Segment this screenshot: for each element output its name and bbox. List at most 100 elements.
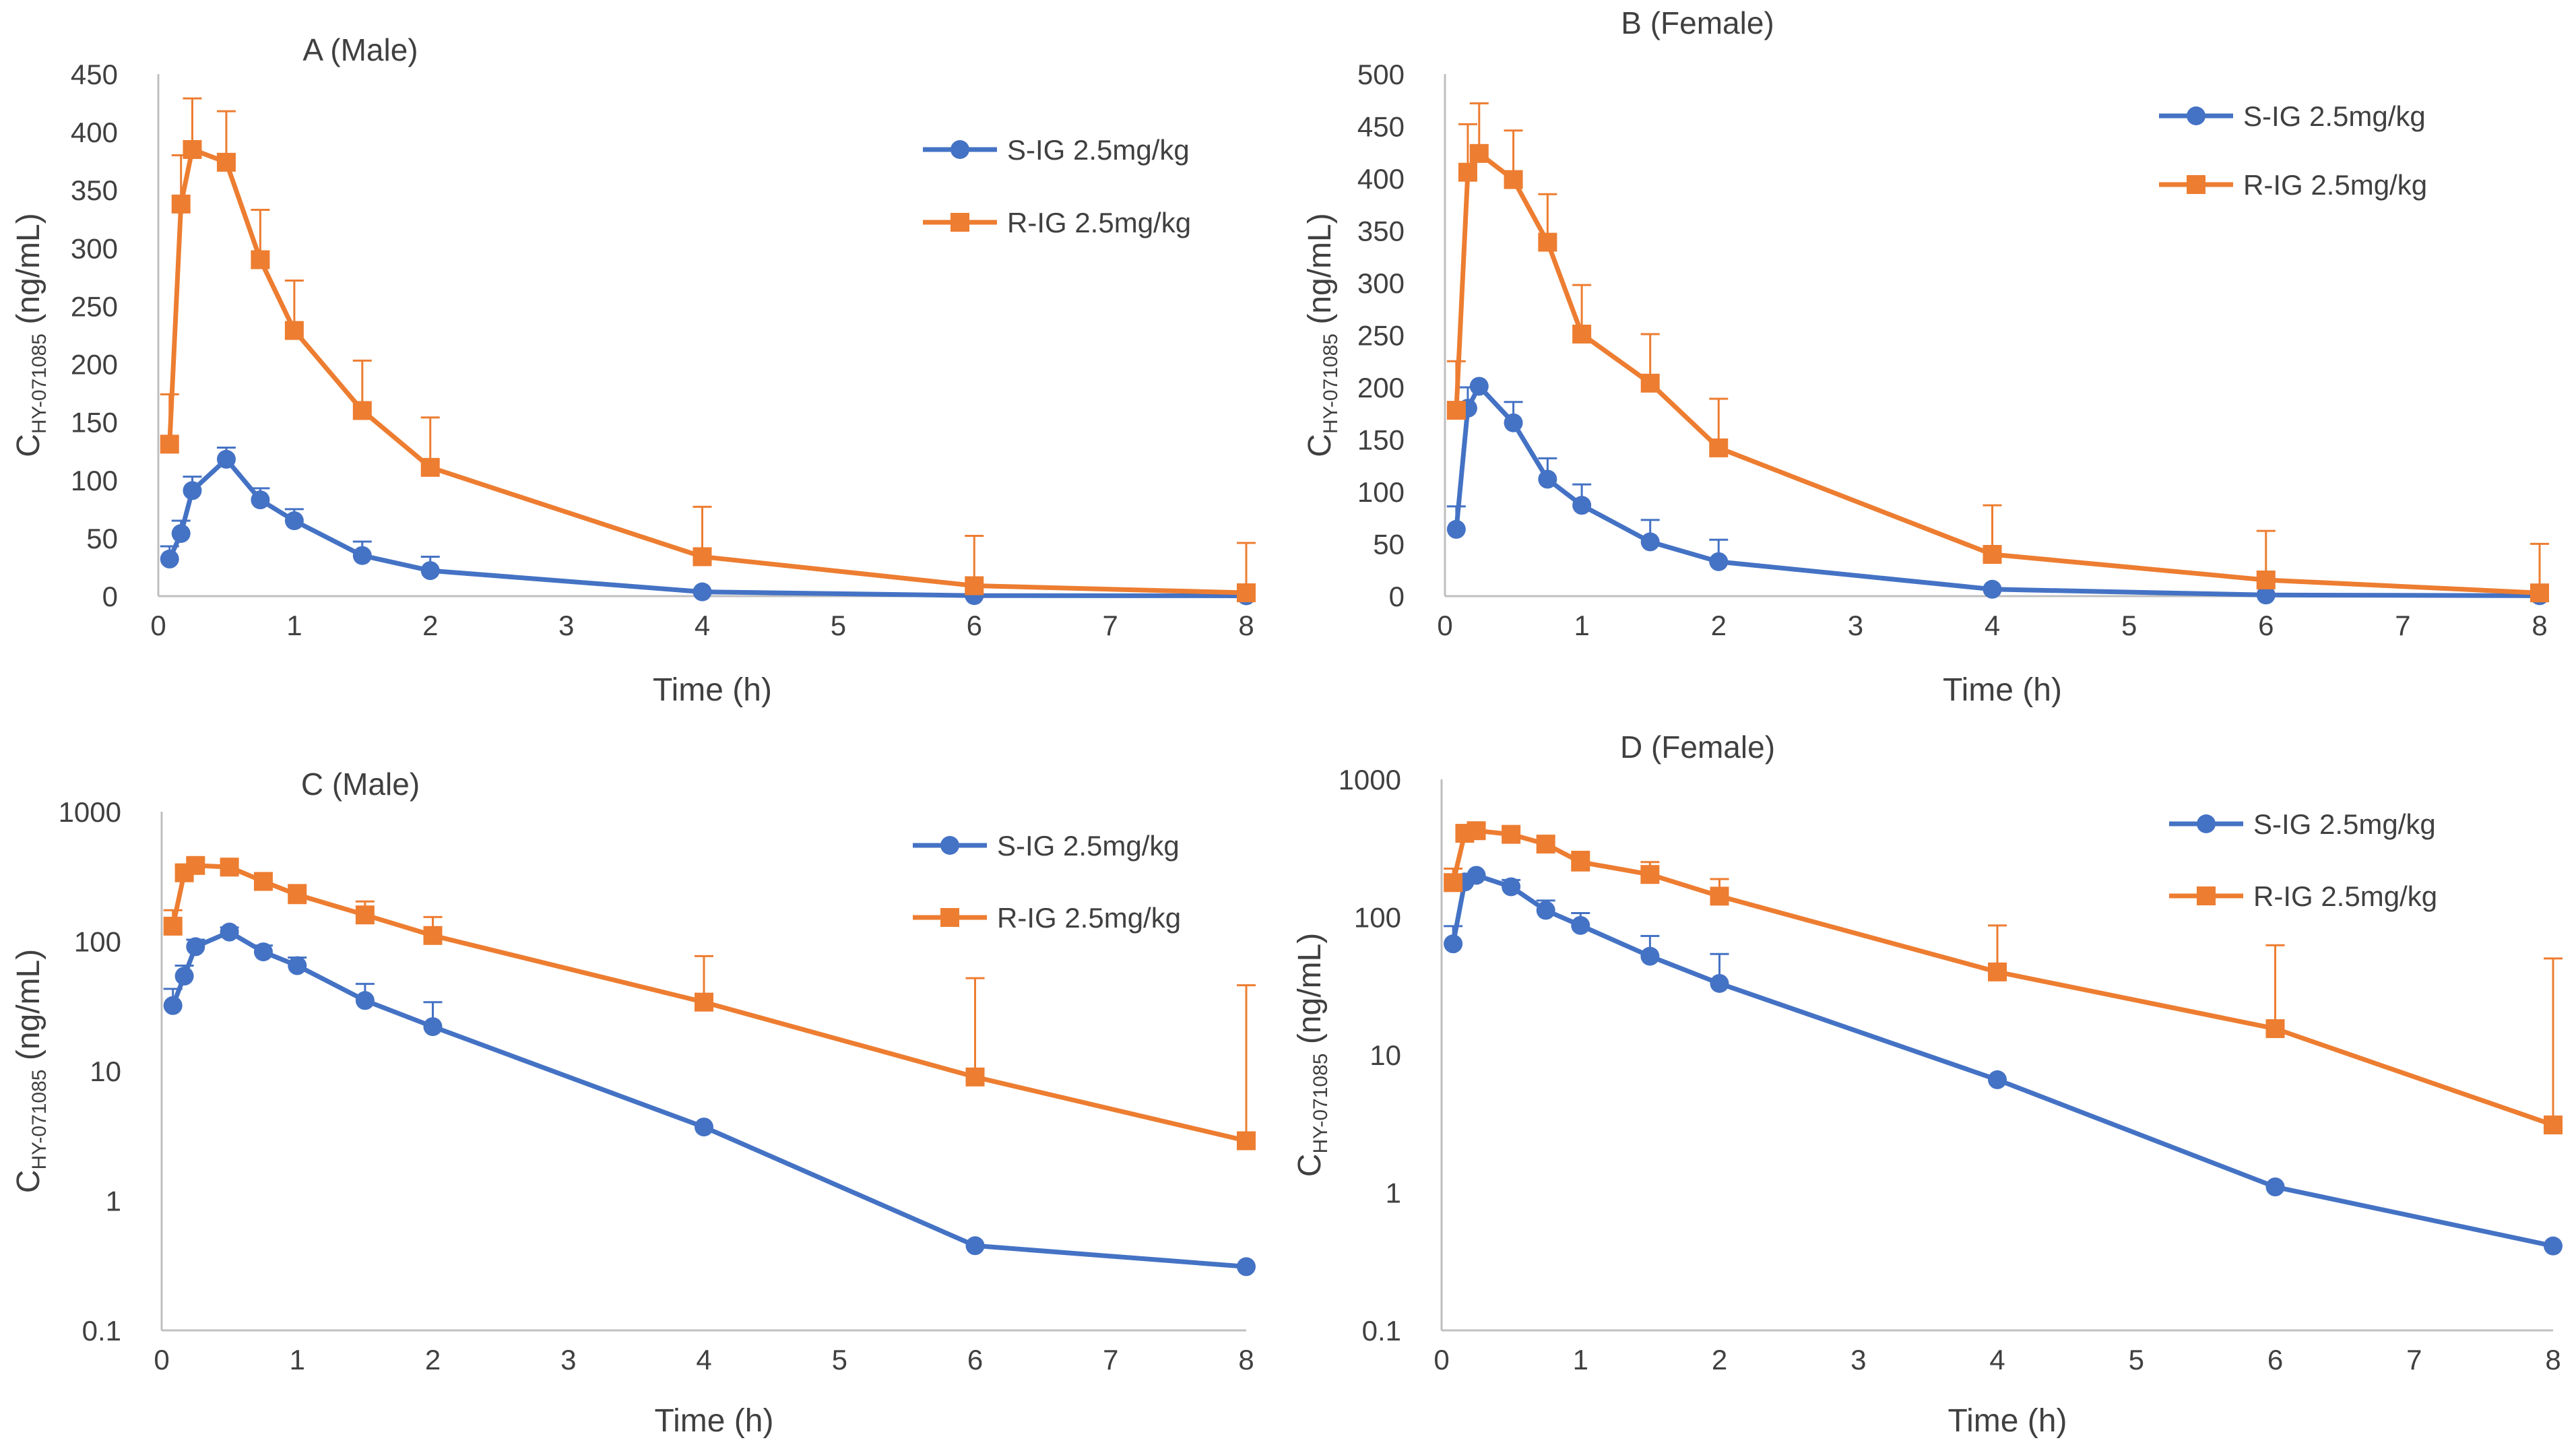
legend-marker	[2197, 886, 2216, 905]
x-tick-label: 0	[1434, 1344, 1449, 1376]
data-point	[1446, 519, 1466, 539]
y-tick-label: 450	[1357, 111, 1405, 143]
data-point	[1640, 946, 1660, 966]
x-tick-label: 2	[422, 610, 438, 641]
x-tick-label: 3	[558, 610, 574, 641]
y-axis-title-main: C	[1302, 434, 1338, 457]
x-tick-label: 7	[1102, 610, 1118, 641]
data-point	[2256, 570, 2276, 589]
data-point	[1502, 825, 1521, 844]
y-tick-label: 400	[71, 117, 118, 148]
data-point	[186, 937, 205, 957]
data-point	[171, 524, 191, 543]
data-point	[220, 858, 239, 877]
y-axis-title-unit: (ng/mL)	[11, 949, 46, 1070]
data-point	[160, 434, 179, 454]
data-point	[2530, 583, 2549, 603]
data-point	[1983, 579, 2002, 599]
y-tick-label: 500	[1357, 59, 1405, 90]
legend-item: S-IG 2.5mg/kg	[913, 830, 1180, 862]
y-tick-label: 50	[86, 523, 118, 554]
x-tick-label: 8	[1238, 610, 1254, 641]
data-point	[1709, 552, 1729, 571]
x-tick-label: 2	[425, 1344, 441, 1376]
y-axis-title-subscript: HY-071085	[1310, 1054, 1332, 1154]
y-tick-label: 300	[71, 232, 118, 264]
x-axis-title: Time (h)	[1943, 672, 2062, 708]
legend-item: R-IG 2.5mg/kg	[923, 207, 1191, 238]
y-tick-label: 350	[71, 174, 118, 206]
x-tick-label: 2	[1712, 1344, 1727, 1376]
x-tick-label: 6	[967, 1344, 983, 1376]
x-axis-title: Time (h)	[1948, 1403, 2067, 1439]
chart-title: B (Female)	[1621, 5, 1774, 40]
y-tick-label: 400	[1357, 163, 1405, 195]
x-tick-label: 8	[1238, 1344, 1254, 1376]
legend-label: R-IG 2.5mg/kg	[997, 902, 1181, 934]
y-axis-title: CHY-071085 (ng/mL)	[1302, 213, 1342, 457]
x-tick-label: 4	[695, 610, 710, 641]
x-tick-label: 1	[1573, 1344, 1588, 1376]
data-point	[965, 576, 984, 595]
chart-panel-b: B (Female) 0 1 2 3 4 5 6 7 8 0 50 100 150 200 250 300 350…	[1302, 5, 2549, 708]
legend-label: S-IG 2.5mg/kg	[2253, 808, 2436, 840]
legend-label: S-IG 2.5mg/kg	[1007, 134, 1190, 166]
x-tick-label: 1	[1574, 610, 1589, 641]
legend-item: R-IG 2.5mg/kg	[913, 902, 1181, 934]
data-point	[355, 991, 375, 1010]
data-point	[183, 139, 202, 159]
data-point	[695, 1118, 713, 1137]
y-tick-label: 100	[74, 926, 121, 958]
y-tick-label: 150	[1357, 424, 1405, 456]
series-r-ig	[163, 855, 1256, 1151]
data-point	[2544, 1236, 2563, 1256]
series-line	[1450, 872, 2554, 1249]
legend-item: S-IG 2.5mg/kg	[2169, 808, 2436, 840]
y-tick-label: 100	[1354, 902, 1401, 934]
x-tick-label: 0	[154, 1344, 169, 1376]
y-tick-label: 100	[1357, 476, 1405, 508]
y-axis-title-subscript: HY-071085	[28, 1070, 51, 1170]
data-point	[163, 916, 183, 936]
data-point	[253, 942, 273, 962]
data-point	[965, 1236, 985, 1256]
y-tick-label: 450	[71, 59, 118, 90]
series-s-ig	[163, 922, 1256, 1276]
x-tick-label: 6	[2267, 1344, 2283, 1376]
data-point	[1640, 865, 1660, 884]
x-tick-label: 8	[2545, 1344, 2561, 1376]
x-tick-label: 7	[1103, 1344, 1118, 1376]
data-point	[1237, 1257, 1256, 1276]
legend-item: R-IG 2.5mg/kg	[2159, 169, 2427, 201]
chart-panel-d: D (Female) 0 1 2 3 4 5 6 7 8 0.1 1 10 100 1000 Time (h)…	[1292, 730, 2563, 1439]
x-tick-label: 6	[2258, 610, 2274, 641]
x-tick-label: 1	[290, 1344, 305, 1376]
data-point	[1988, 1070, 2007, 1089]
data-point	[1237, 1131, 1256, 1151]
x-tick-label: 5	[832, 1344, 847, 1376]
x-tick-label: 3	[1848, 610, 1863, 641]
data-point	[2544, 1116, 2563, 1135]
series-r-ig	[1446, 102, 2549, 603]
data-point	[174, 967, 194, 986]
legend-marker	[940, 908, 959, 927]
data-point	[253, 872, 273, 891]
y-axis-title: CHY-071085 (ng/mL)	[11, 213, 51, 457]
data-point	[1536, 901, 1555, 920]
data-point	[288, 956, 307, 975]
x-tick-label: 0	[1437, 610, 1452, 641]
data-point	[1571, 915, 1590, 935]
x-tick-label: 3	[560, 1344, 576, 1376]
y-tick-label: 100	[71, 465, 118, 496]
data-point	[160, 549, 179, 569]
data-point	[284, 321, 304, 340]
data-point	[1640, 373, 1660, 393]
x-tick-label: 7	[2395, 610, 2410, 641]
series-line	[1454, 383, 2540, 598]
chart-panel-c: C (Male) 0 1 2 3 4 5 6 7 8 0.1 1 10 100 1000 Time (h) CH…	[11, 767, 1256, 1439]
x-tick-label: 1	[286, 610, 302, 641]
data-point	[216, 152, 236, 172]
data-point	[220, 922, 239, 942]
x-tick-label: 4	[1985, 610, 2000, 641]
